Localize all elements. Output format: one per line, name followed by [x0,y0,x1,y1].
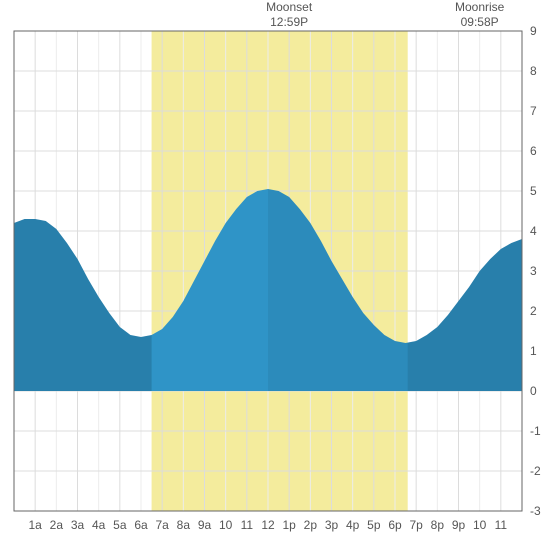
svg-text:5p: 5p [367,518,381,532]
svg-text:10: 10 [219,518,233,532]
svg-text:4a: 4a [92,518,106,532]
moonset-time: 12:59P [249,15,329,30]
svg-text:6: 6 [530,144,537,158]
svg-text:4p: 4p [346,518,360,532]
svg-text:10: 10 [473,518,487,532]
svg-text:2p: 2p [304,518,318,532]
moonset-title: Moonset [249,0,329,15]
svg-text:-3: -3 [530,504,541,518]
moonrise-time: 09:58P [440,15,520,30]
svg-text:7: 7 [530,104,537,118]
svg-text:3p: 3p [325,518,339,532]
svg-text:0: 0 [530,384,537,398]
svg-text:8p: 8p [431,518,445,532]
moonrise-annotation: Moonrise 09:58P [440,0,520,30]
svg-text:1p: 1p [282,518,296,532]
svg-text:2a: 2a [50,518,64,532]
svg-text:4: 4 [530,224,537,238]
moonset-annotation: Moonset 12:59P [249,0,329,30]
svg-text:3: 3 [530,264,537,278]
svg-text:-2: -2 [530,464,541,478]
svg-text:3a: 3a [71,518,85,532]
svg-text:-1: -1 [530,424,541,438]
svg-text:7p: 7p [409,518,423,532]
svg-text:6p: 6p [388,518,402,532]
tide-chart: -3-2-101234567891a2a3a4a5a6a7a8a9a101112… [0,0,550,550]
svg-text:8a: 8a [177,518,191,532]
svg-text:7a: 7a [155,518,169,532]
svg-text:9p: 9p [452,518,466,532]
svg-text:9a: 9a [198,518,212,532]
svg-text:1: 1 [530,344,537,358]
chart-svg: -3-2-101234567891a2a3a4a5a6a7a8a9a101112… [0,0,550,550]
svg-text:5a: 5a [113,518,127,532]
svg-text:5: 5 [530,184,537,198]
svg-text:2: 2 [530,304,537,318]
svg-text:11: 11 [495,518,508,532]
svg-text:6a: 6a [134,518,148,532]
svg-text:9: 9 [530,24,537,38]
svg-text:11: 11 [241,518,254,532]
svg-text:12: 12 [261,518,275,532]
moonrise-title: Moonrise [440,0,520,15]
svg-text:8: 8 [530,64,537,78]
svg-text:1a: 1a [28,518,42,532]
